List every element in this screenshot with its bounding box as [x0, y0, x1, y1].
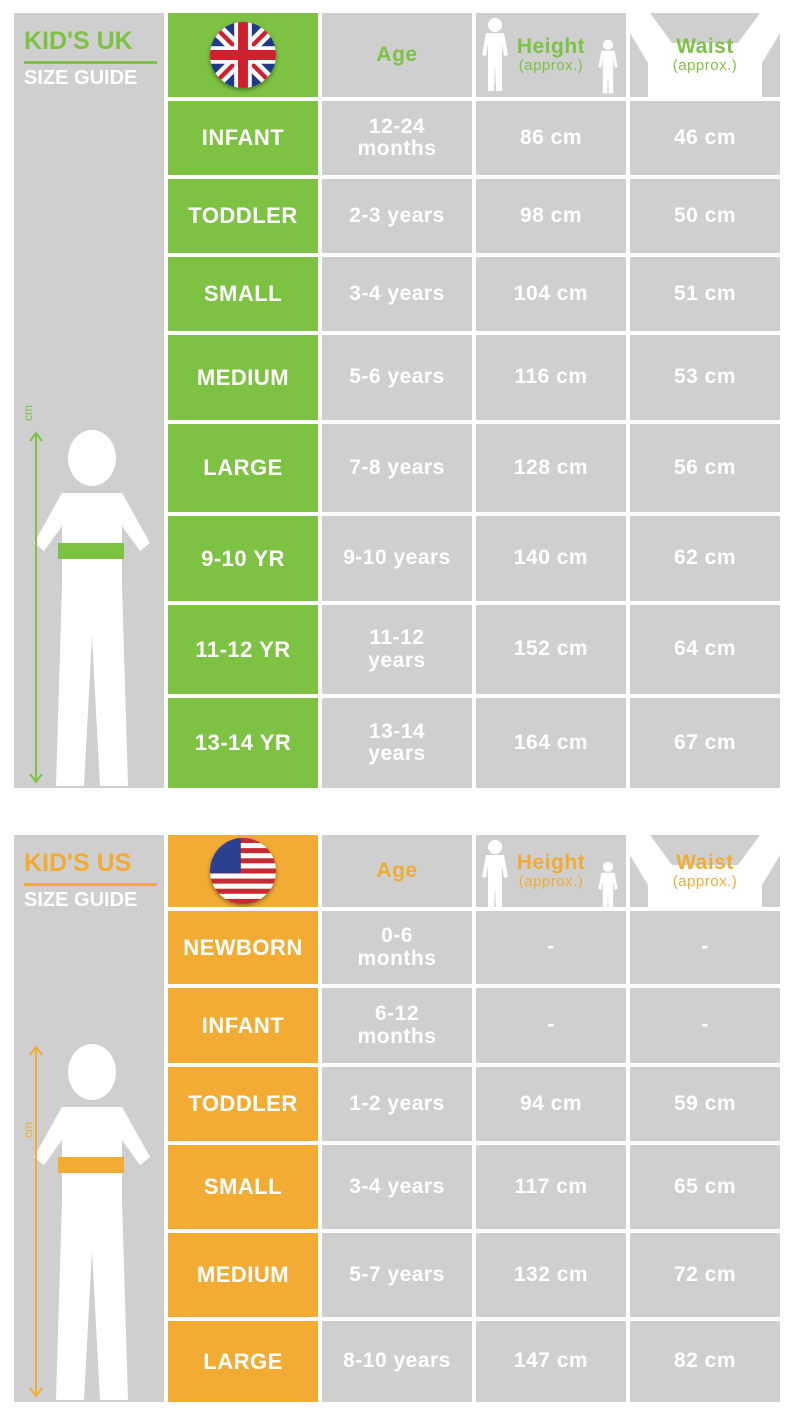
age-value: 1-2 years: [322, 1067, 472, 1141]
waist-value: 82 cm: [630, 1321, 780, 1402]
height-value: 140 cm: [476, 516, 626, 601]
age-value: 0-6 months: [322, 911, 472, 984]
age-value: 5-7 years: [322, 1233, 472, 1317]
header-waist: Waist (approx.): [630, 13, 780, 97]
age-value: 3-4 years: [322, 1145, 472, 1229]
waist-value: 62 cm: [630, 516, 780, 601]
header-height: Height (approx.): [476, 835, 626, 907]
size-label: 9-10 YR: [168, 516, 318, 601]
size-label: TODDLER: [168, 1067, 318, 1141]
height-value: 128 cm: [476, 424, 626, 512]
header-age: Age: [322, 835, 472, 907]
divider: [24, 61, 157, 64]
child-silhouette-icon: [598, 861, 618, 907]
size-label: INFANT: [168, 101, 318, 175]
guide-title: KID'S UK: [24, 27, 133, 55]
us-flag-icon: [210, 838, 276, 904]
waist-value: -: [630, 988, 780, 1063]
height-value: 132 cm: [476, 1233, 626, 1317]
child-silhouette-icon: [482, 18, 508, 91]
waist-value: 59 cm: [630, 1067, 780, 1141]
waist-value: 53 cm: [630, 335, 780, 420]
size-label: NEWBORN: [168, 911, 318, 984]
size-label: SMALL: [168, 1145, 318, 1229]
age-value: 3-4 years: [322, 257, 472, 331]
uk-flag-cell: [168, 13, 318, 97]
divider: [24, 883, 157, 886]
size-label: 13-14 YR: [168, 698, 318, 788]
height-value: 147 cm: [476, 1321, 626, 1402]
age-value: 13-14 years: [322, 698, 472, 788]
guide-subtitle: SIZE GUIDE: [24, 889, 138, 911]
guide-subtitle: SIZE GUIDE: [24, 67, 138, 89]
age-value: 5-6 years: [322, 335, 472, 420]
child-silhouette-icon: [598, 39, 618, 94]
header-age: Age: [322, 13, 472, 97]
waist-value: 64 cm: [630, 605, 780, 694]
waist-value: 56 cm: [630, 424, 780, 512]
size-label: 11-12 YR: [168, 605, 318, 694]
size-label: INFANT: [168, 988, 318, 1063]
size-label: SMALL: [168, 257, 318, 331]
height-value: -: [476, 911, 626, 984]
height-value: 86 cm: [476, 101, 626, 175]
unit-label: cm: [21, 404, 35, 421]
size-label: MEDIUM: [168, 335, 318, 420]
size-label: LARGE: [168, 1321, 318, 1402]
waist-value: 51 cm: [630, 257, 780, 331]
waist-value: 46 cm: [630, 101, 780, 175]
unit-label: cm: [21, 1122, 35, 1138]
size-label: TODDLER: [168, 179, 318, 253]
height-value: 104 cm: [476, 257, 626, 331]
uk-size-guide: KID'S UK SIZE GUIDE cm Age Height (approx…: [14, 13, 781, 788]
age-value: 8-10 years: [322, 1321, 472, 1402]
side-panel: KID'S UK SIZE GUIDE cm: [14, 13, 164, 788]
side-panel: KID'S US SIZE GUIDE cm: [14, 835, 164, 1402]
guide-title: KID'S US: [24, 849, 132, 877]
waist-value: 65 cm: [630, 1145, 780, 1229]
child-silhouette-icon: [482, 840, 508, 907]
height-value: 117 cm: [476, 1145, 626, 1229]
uk-flag-icon: [210, 22, 276, 88]
age-value: 11-12 years: [322, 605, 472, 694]
child-figure-icon: [29, 430, 150, 786]
waist-value: -: [630, 911, 780, 984]
height-value: 116 cm: [476, 335, 626, 420]
us-size-guide: KID'S US SIZE GUIDE cm Age Height (approx…: [14, 835, 781, 1402]
age-value: 9-10 years: [322, 516, 472, 601]
child-figure-icon: [29, 1044, 150, 1400]
us-flag-cell: [168, 835, 318, 907]
header-waist: Waist (approx.): [630, 835, 780, 907]
waist-value: 72 cm: [630, 1233, 780, 1317]
height-value: 94 cm: [476, 1067, 626, 1141]
age-value: 6-12 months: [322, 988, 472, 1063]
age-value: 2-3 years: [322, 179, 472, 253]
height-value: -: [476, 988, 626, 1063]
age-value: 7-8 years: [322, 424, 472, 512]
waist-value: 67 cm: [630, 698, 780, 788]
height-value: 152 cm: [476, 605, 626, 694]
header-height: Height (approx.): [476, 13, 626, 97]
size-label: LARGE: [168, 424, 318, 512]
size-label: MEDIUM: [168, 1233, 318, 1317]
height-value: 164 cm: [476, 698, 626, 788]
age-value: 12-24 months: [322, 101, 472, 175]
height-value: 98 cm: [476, 179, 626, 253]
waist-value: 50 cm: [630, 179, 780, 253]
